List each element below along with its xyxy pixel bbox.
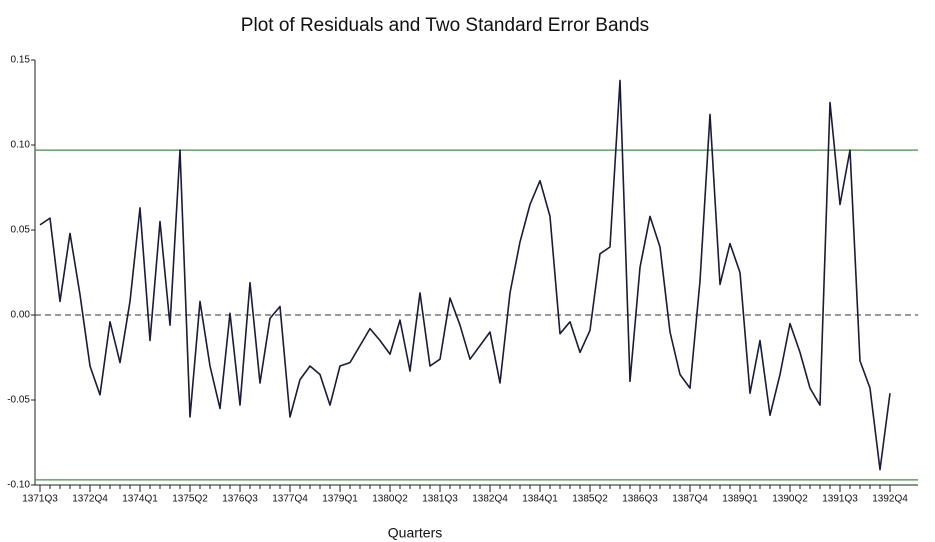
x-tick-label: 1392Q4 [872, 494, 908, 505]
y-tick-label: -0.10 [7, 480, 30, 491]
chart-title: Plot of Residuals and Two Standard Error… [241, 15, 649, 36]
x-tick-label: 1385Q2 [572, 494, 608, 505]
y-tick-label: 0.00 [11, 310, 31, 321]
x-tick-label: 1372Q4 [72, 494, 108, 505]
x-tick-label: 1389Q1 [722, 494, 758, 505]
x-tick-label: 1384Q1 [522, 494, 558, 505]
y-tick-label: 0.05 [11, 225, 31, 236]
x-tick-label: 1374Q1 [122, 494, 158, 505]
x-tick-label: 1377Q4 [272, 494, 308, 505]
y-tick-label: 0.10 [11, 140, 31, 151]
x-tick-label: 1391Q3 [822, 494, 858, 505]
x-tick-label: 1382Q4 [472, 494, 508, 505]
x-tick-label: 1381Q3 [422, 494, 458, 505]
x-tick-label: 1386Q3 [622, 494, 658, 505]
x-tick-label: 1387Q4 [672, 494, 708, 505]
residual-line [39, 79, 891, 471]
x-tick-label: 1376Q3 [222, 494, 258, 505]
y-tick-label: -0.05 [7, 395, 30, 406]
y-tick-label: 0.15 [11, 55, 31, 66]
x-axis-label: Quarters [388, 525, 442, 541]
x-tick-label: 1375Q2 [172, 494, 208, 505]
x-tick-label: 1390Q2 [772, 494, 808, 505]
x-tick-label: 1371Q3 [22, 494, 58, 505]
x-tick-label: 1379Q1 [322, 494, 358, 505]
x-tick-label: 1380Q2 [372, 494, 408, 505]
